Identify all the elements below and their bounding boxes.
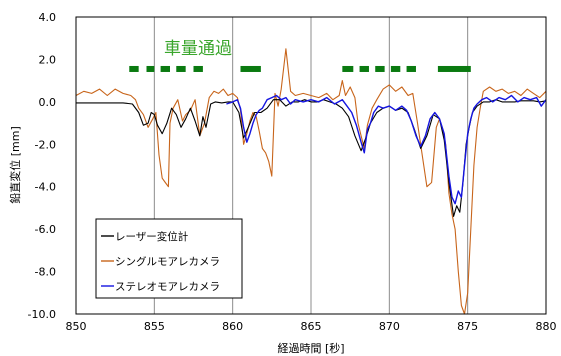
series-lines	[75, 48, 547, 315]
vehicle-passage-bar	[375, 65, 385, 72]
x-tick-label: 865	[301, 320, 322, 333]
plot-frame	[75, 16, 547, 315]
y-tick-label: -8.0	[35, 266, 56, 279]
y-tick-label: -10.0	[28, 308, 56, 321]
y-tick-label: -4.0	[35, 181, 56, 194]
x-tick-label: 880	[536, 320, 557, 333]
x-tick-label: 875	[457, 320, 478, 333]
vehicle-passage-bar	[240, 65, 261, 72]
annotation-text: 車量通過	[164, 39, 232, 59]
series-line	[75, 48, 547, 315]
vehicle-passage-bar	[342, 65, 354, 72]
series-line	[226, 94, 547, 205]
vehicle-passage-bar	[437, 65, 471, 72]
y-tick-label: 0.0	[39, 96, 57, 109]
vehicle-passage-bar	[193, 65, 203, 72]
legend-label: ステレオモアレカメラ	[115, 281, 220, 293]
x-tick-label: 850	[66, 320, 87, 333]
x-tick-label: 870	[379, 320, 400, 333]
vehicle-passage-bar	[359, 65, 369, 72]
x-tick-label: 855	[144, 320, 165, 333]
vehicle-passage-bars	[129, 65, 471, 72]
vehicle-passage-bar	[406, 65, 416, 72]
tick-labels: 850 855 860 865 870 875 880 4.0 2.0 0.0 -2.0 -4.0 -6…	[28, 11, 557, 333]
vehicle-passage-bar	[160, 65, 170, 72]
y-tick-label: 4.0	[39, 11, 57, 24]
legend-label: レーザー変位計	[115, 230, 189, 243]
y-tick-label: 2.0	[39, 53, 57, 66]
y-tick-label: -6.0	[35, 223, 56, 236]
y-tick-label: -2.0	[35, 138, 56, 151]
vehicle-passage-bar	[390, 65, 401, 72]
x-tick-label: 860	[222, 320, 243, 333]
legend-label: シングルモアレカメラ	[115, 255, 220, 268]
vehicle-passage-bar	[176, 65, 186, 72]
vehicle-passage-bar	[146, 65, 155, 72]
legend-box	[95, 218, 243, 299]
vehicle-passage-bar	[129, 65, 139, 72]
x-axis-label: 経過時間 [秒]	[277, 341, 344, 355]
y-axis-label: 鉛直変位 [mm]	[8, 126, 22, 204]
